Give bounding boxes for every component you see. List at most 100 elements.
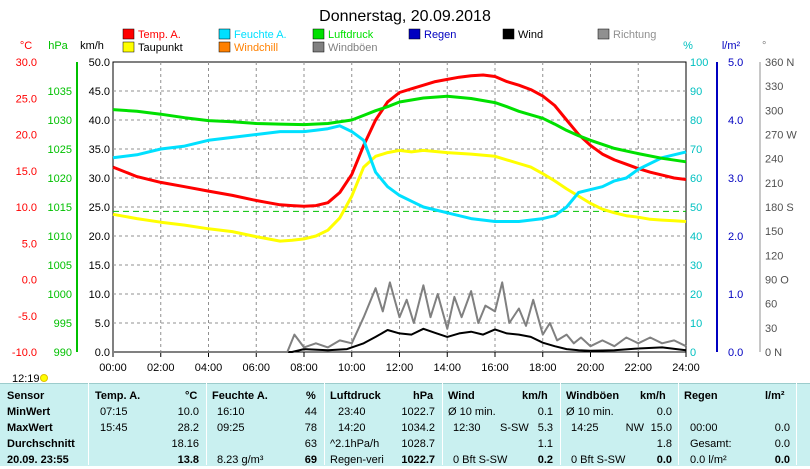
cell-time: 16:10: [217, 406, 245, 418]
direction-axis-tick: 240: [765, 154, 783, 166]
temp-axis-tick: 20.0: [16, 130, 37, 142]
wind-axis-tick: 30.0: [89, 173, 110, 185]
cell-time: 23:40: [338, 406, 366, 418]
cell-value: 63: [304, 438, 317, 450]
cell-time: 15:45: [100, 422, 128, 434]
table-row: Durchschnitt 18.16 63 ^2.1hPa/h 1028.7 1…: [0, 437, 810, 453]
series-line: [112, 94, 687, 164]
temp-axis-tick: 25.0: [16, 93, 37, 105]
legend-label: Luftdruck: [328, 29, 374, 41]
legend-swatch: [122, 28, 135, 40]
cell-time: Regen-veri: [330, 454, 384, 466]
temp-axis-tick: 0.0: [22, 275, 37, 287]
cell-value: 1028.7: [401, 438, 435, 450]
cell-value: 1.8: [656, 438, 672, 450]
x-tick-label: 08:00: [290, 362, 318, 374]
legend-label: Windböen: [328, 42, 378, 54]
wind-axis-tick: 5.0: [95, 318, 110, 330]
sun-icon: [40, 374, 48, 382]
pressure-axis-tick: 1010: [48, 231, 72, 243]
humidity-axis-title: %: [683, 40, 693, 52]
pressure-axis-tick: 1030: [48, 115, 72, 127]
row-label: 20.09. 23:55: [7, 454, 69, 466]
legend-label: Regen: [424, 29, 456, 41]
cell-value: 0.2: [537, 454, 553, 466]
cell-time: 8.23 g/m³: [217, 454, 264, 466]
cell-value: 44: [304, 406, 317, 418]
wind-axis-title: km/h: [80, 40, 104, 52]
header-wind-unit: km/h: [522, 390, 548, 402]
cell-time: 00:00: [690, 422, 718, 434]
direction-axis-tick: 180 S: [765, 202, 794, 214]
rain-axis-tick: 2.0: [728, 231, 743, 243]
pressure-axis-tick: 1020: [48, 173, 72, 185]
weather-chart: Donnerstag, 20.09.2018 00:00 02:00 04:00 06:…: [12, 8, 797, 383]
row-label: MinWert: [7, 406, 51, 418]
x-tick-label: 10:00: [338, 362, 366, 374]
legend-swatch: [312, 41, 325, 53]
x-tick-label: 02:00: [147, 362, 175, 374]
rain-axis-tick: 4.0: [728, 115, 743, 127]
temp-axis-tick: 10.0: [16, 202, 37, 214]
cell-value: 0.0: [656, 406, 672, 418]
legend-label: Windchill: [234, 42, 278, 54]
direction-axis-tick: 120: [765, 250, 783, 262]
x-tick-label: 18:00: [529, 362, 557, 374]
series-line: [113, 281, 687, 353]
header-humidity-unit: %: [306, 390, 316, 402]
table-row: MaxWert 15:45 28.2 09:25 78 14:20 1034.2…: [0, 421, 810, 437]
summary-table: [0, 383, 810, 466]
cell-value: 0.0: [774, 422, 790, 434]
series-line: [112, 148, 687, 243]
pressure-axis-tick: 995: [54, 318, 72, 330]
cell-value: 1034.2: [401, 422, 435, 434]
table-divider: [88, 383, 89, 465]
legend-swatch: [408, 28, 421, 40]
header-rain: Regen: [684, 390, 718, 402]
direction-axis-tick: 270 W: [765, 130, 797, 142]
x-tick-label: 14:00: [433, 362, 461, 374]
direction-axis-title: °: [762, 40, 766, 52]
legend-swatch: [218, 28, 231, 40]
pressure-axis-tick: 1035: [48, 86, 72, 98]
humidity-axis-tick: 60: [690, 173, 702, 185]
cell-value: 0.0: [656, 454, 672, 466]
wind-axis-tick: 15.0: [89, 260, 110, 272]
cell-value: 78: [304, 422, 317, 434]
humidity-axis-tick: 100: [690, 57, 708, 69]
row-label: Durchschnitt: [7, 438, 75, 450]
cell-time: 12:30: [453, 422, 481, 434]
pressure-axis-tick: 1015: [48, 202, 72, 214]
x-tick-label: 12:00: [386, 362, 414, 374]
direction-axis-tick: 90 O: [765, 275, 789, 287]
pressure-axis-tick: 1005: [48, 260, 72, 272]
cell-value: 28.2: [177, 422, 199, 434]
wind-axis-tick: 35.0: [89, 144, 110, 156]
legend-label: Richtung: [613, 29, 656, 41]
rain-axis-title: l/m²: [722, 40, 741, 52]
direction-axis-tick: 330: [765, 81, 783, 93]
humidity-axis-tick: 40: [690, 231, 702, 243]
cell-time: 09:25: [217, 422, 245, 434]
temp-axis-tick: -10.0: [12, 347, 37, 359]
humidity-axis-tick: 10: [690, 318, 702, 330]
cell-time: 0.0 l/m²: [690, 454, 727, 466]
cell-time: 07:15: [100, 406, 128, 418]
cell-value: 10.0: [177, 406, 199, 418]
cell-time: Gesamt:: [690, 438, 732, 450]
cell-direction: S-SW: [500, 422, 529, 434]
wind-axis-tick: 45.0: [89, 86, 110, 98]
rain-axis-tick: 0.0: [728, 347, 743, 359]
temp-axis-tick: 30.0: [16, 57, 37, 69]
table-divider: [678, 383, 679, 465]
direction-axis-tick: 210: [765, 178, 783, 190]
rain-axis-tick: 5.0: [728, 57, 743, 69]
x-tick-label: 16:00: [481, 362, 509, 374]
cell-time: 0 Bft S-SW: [571, 454, 626, 466]
wind-axis-tick: 0.0: [95, 347, 110, 359]
cell-value: 13.8: [177, 454, 199, 466]
cell-value: 18.16: [171, 438, 199, 450]
x-tick-label: 24:00: [672, 362, 700, 374]
rain-axis-tick: 1.0: [728, 289, 743, 301]
cell-value: 69: [304, 454, 317, 466]
